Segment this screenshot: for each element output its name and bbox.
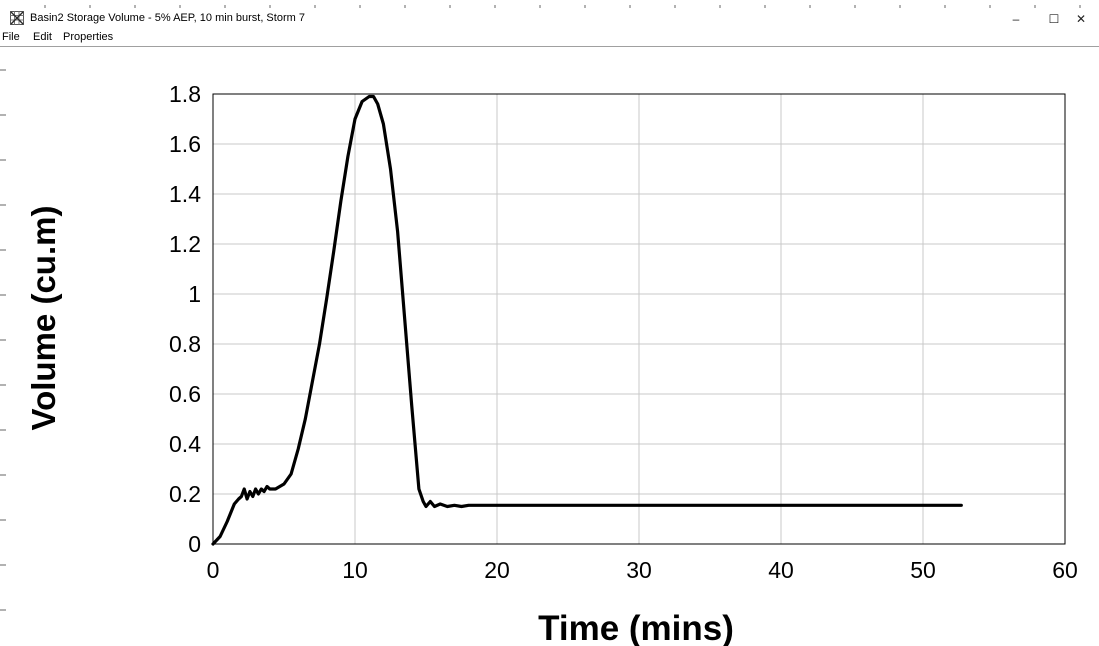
- y-tick-label: 1: [188, 281, 201, 307]
- y-tick-label: 0.8: [169, 331, 201, 357]
- window-title: Basin2 Storage Volume - 5% AEP, 10 min b…: [30, 12, 305, 24]
- x-tick-label: 40: [768, 557, 794, 583]
- minimize-button[interactable]: –: [1012, 12, 1020, 26]
- y-tick-label: 1.6: [169, 131, 201, 157]
- y-tick-label: 0.4: [169, 431, 201, 457]
- y-tick-label: 1.2: [169, 231, 201, 257]
- x-axis-title: Time (mins): [538, 609, 734, 646]
- y-axis-title: Volume (cu.m): [25, 206, 62, 431]
- grid-app-icon: [10, 11, 24, 25]
- tick-labels: 0 10 20 30 40 50 60 0 0.2 0.4 0.6 0.8 1 1.2 1.4 1.6 1.8: [169, 81, 1078, 583]
- x-tick-label: 0: [207, 557, 220, 583]
- close-button[interactable]: ✕: [1076, 12, 1087, 26]
- y-tick-label: 0: [188, 531, 201, 557]
- menu-edit[interactable]: Edit: [33, 31, 52, 43]
- y-tick-label: 0.6: [169, 381, 201, 407]
- top-ruler: [0, 0, 1099, 11]
- x-tick-label: 20: [484, 557, 510, 583]
- x-tick-label: 60: [1052, 557, 1078, 583]
- left-ruler: [0, 69, 6, 611]
- window-titlebar[interactable]: Basin2 Storage Volume - 5% AEP, 10 min b…: [0, 8, 1099, 30]
- y-tick-label: 1.4: [169, 181, 201, 207]
- menu-file[interactable]: File: [2, 31, 20, 43]
- menu-properties[interactable]: Properties: [63, 31, 114, 43]
- x-tick-label: 10: [342, 557, 368, 583]
- x-tick-label: 30: [626, 557, 652, 583]
- y-tick-label: 0.2: [169, 481, 201, 507]
- menu-bar: File Edit Properties: [0, 30, 1099, 47]
- maximize-button[interactable]: ☐: [1048, 12, 1060, 26]
- plot-area: [212, 93, 1066, 545]
- storage-volume-chart: 0 10 20 30 40 50 6000.20.40.60.811.21.41.61.8 …: [25, 81, 1078, 646]
- y-tick-label: 1.8: [169, 81, 201, 107]
- grid-lines: [212, 93, 1066, 545]
- volume-series-line: [211, 94, 963, 546]
- x-tick-label: 50: [910, 557, 936, 583]
